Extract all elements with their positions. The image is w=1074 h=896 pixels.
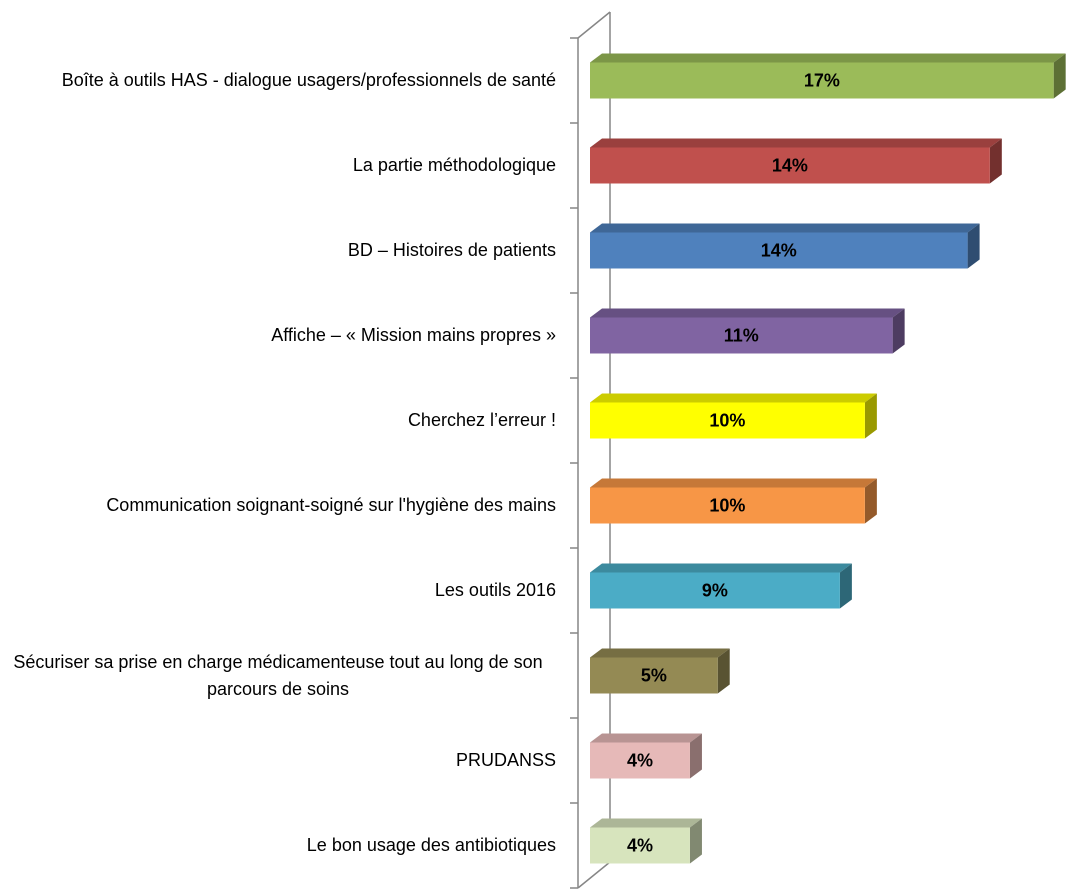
category-label: PRUDANSS (0, 721, 556, 801)
bar-side (839, 563, 852, 609)
value-label: 10% (709, 495, 745, 515)
bar (590, 648, 730, 694)
value-label: 14% (772, 155, 808, 175)
category-text: Cherchez l’erreur ! (407, 410, 556, 430)
bar (590, 138, 1002, 184)
category-text: BD – Histoires de patients (347, 240, 556, 260)
bar-front (590, 317, 893, 354)
bar-front (590, 232, 968, 269)
category-text: Les outils 2016 (434, 580, 556, 600)
bar-top (590, 53, 1066, 63)
value-label: 9% (702, 580, 728, 600)
category-label: Le bon usage des antibiotiques (0, 806, 556, 886)
bar-top (590, 478, 877, 488)
category-text: Communication soignant-soigné sur l'hygi… (106, 495, 556, 515)
bar (590, 223, 980, 269)
category-label: Communication soignant-soigné sur l'hygi… (0, 466, 556, 546)
wall-edge (577, 861, 611, 889)
category-label: Boîte à outils HAS - dialogue usagers/pr… (0, 41, 556, 121)
bar-side (864, 478, 877, 524)
value-label: 5% (641, 665, 667, 685)
value-label: 4% (627, 750, 653, 770)
bar-top (590, 308, 905, 318)
category-label: BD – Histoires de patients (0, 211, 556, 291)
bar-front (590, 827, 690, 864)
category-label: Affiche – « Mission mains propres » (0, 296, 556, 376)
bar (590, 53, 1066, 99)
category-text: Affiche – « Mission mains propres » (271, 325, 556, 345)
bar-top (590, 648, 730, 658)
value-label: 11% (724, 325, 759, 345)
category-label: La partie méthodologique (0, 126, 556, 206)
bar-top (590, 138, 1002, 148)
value-label: 10% (709, 410, 745, 430)
category-text: Sécuriser sa prise en charge médicamente… (13, 651, 543, 699)
bar-top (590, 733, 702, 743)
bar-top (590, 563, 852, 573)
bar-front (590, 147, 990, 184)
bar-front (590, 487, 865, 524)
bar (590, 818, 702, 864)
category-label: Les outils 2016 (0, 551, 556, 631)
bar-side (892, 308, 905, 354)
category-text: Le bon usage des antibiotiques (306, 835, 556, 855)
bar (590, 308, 905, 354)
category-label: Cherchez l’erreur ! (0, 381, 556, 461)
category-text: Boîte à outils HAS - dialogue usagers/pr… (61, 70, 556, 90)
bar-front (590, 62, 1054, 99)
bar-side (864, 393, 877, 439)
bar (590, 733, 702, 779)
bar-side (717, 648, 730, 694)
wall-edge (577, 11, 611, 39)
value-label: 14% (761, 240, 797, 260)
bar (590, 563, 852, 609)
bar-front (590, 742, 690, 779)
category-label: Sécuriser sa prise en charge médicamente… (0, 636, 556, 716)
bar-side (689, 818, 702, 864)
bar-side (689, 733, 702, 779)
bar-front (590, 572, 840, 609)
bar-side (989, 138, 1002, 184)
bar-top (590, 393, 877, 403)
bar-top (590, 223, 980, 233)
bar-side (967, 223, 980, 269)
bar-side (1053, 53, 1066, 99)
category-text: La partie méthodologique (352, 155, 556, 175)
bar-top (590, 818, 702, 828)
bar (590, 393, 877, 439)
category-text: PRUDANSS (455, 750, 556, 770)
bar-front (590, 402, 865, 439)
bar-front (590, 657, 718, 694)
value-label: 4% (627, 835, 653, 855)
bar (590, 478, 877, 524)
value-label: 17% (804, 70, 840, 90)
